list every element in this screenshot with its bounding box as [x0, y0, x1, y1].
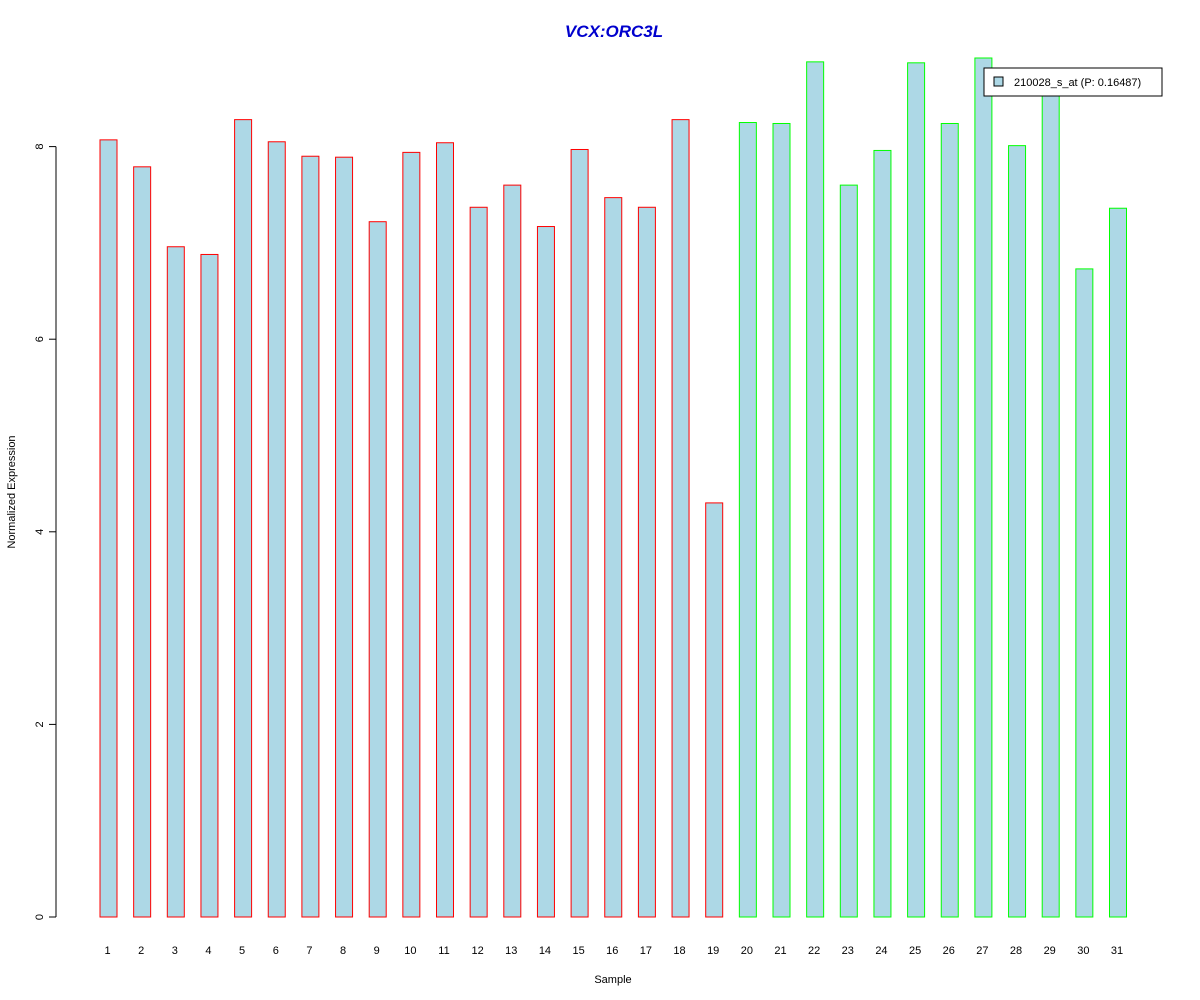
bar-30	[1075, 268, 1094, 918]
x-axis-tick-label: 22	[808, 945, 820, 957]
x-axis-tick-label: 21	[774, 945, 786, 957]
x-axis-tick-label: 13	[505, 945, 517, 957]
x-axis-tick-label: 2	[138, 945, 144, 957]
bar-4	[200, 253, 219, 918]
bar-10	[402, 151, 421, 918]
x-axis-tick-label: 12	[472, 945, 484, 957]
y-axis-tick-label: 4	[34, 529, 46, 535]
x-axis-tick-label: 27	[976, 945, 988, 957]
bar-24	[873, 149, 892, 918]
bar-17	[637, 206, 656, 918]
bar-21	[772, 122, 791, 918]
x-axis-tick-label: 5	[239, 945, 245, 957]
x-axis-tick-label: 30	[1077, 945, 1089, 957]
x-axis-tick-label: 4	[205, 945, 211, 957]
y-axis-tick-label: 2	[34, 721, 46, 727]
bar-11	[436, 142, 454, 918]
legend-label: 210028_s_at (P: 0.16487)	[1014, 77, 1141, 89]
x-axis-tick-label: 3	[172, 945, 178, 957]
x-axis-tick-label: 11	[438, 945, 449, 957]
bar-14	[536, 226, 555, 918]
bar-31	[1109, 207, 1127, 918]
bar-7	[301, 155, 320, 918]
bar-2	[133, 166, 152, 918]
bar-5	[234, 119, 253, 918]
bar-8	[335, 156, 354, 918]
bar-1	[99, 139, 118, 918]
bar-29	[1041, 95, 1060, 918]
bar-6	[267, 141, 286, 918]
x-axis-tick-label: 31	[1111, 945, 1123, 957]
x-axis-tick-label: 14	[539, 945, 551, 957]
bar-15	[570, 148, 589, 918]
bar-20	[738, 122, 757, 918]
y-axis-label: Normalized Expression	[6, 435, 18, 548]
x-axis-tick-label: 7	[306, 945, 312, 957]
x-axis-tick-label: 24	[875, 945, 887, 957]
x-axis-tick-label: 16	[606, 945, 618, 957]
bars-group	[99, 57, 1127, 918]
chart-title: VCX:ORC3L	[565, 22, 663, 41]
x-axis-tick-label: 18	[673, 945, 685, 957]
x-axis-tick-label: 10	[404, 945, 416, 957]
bar-28	[1008, 145, 1027, 918]
x-axis-tick-label: 20	[741, 945, 753, 957]
x-axis-tick-label: 8	[340, 945, 346, 957]
y-axis: 0 2 4 6 8	[34, 144, 57, 920]
bar-12	[469, 206, 488, 918]
legend: 210028_s_at (P: 0.16487)	[983, 67, 1163, 97]
bar-23	[839, 184, 858, 918]
bar-13	[503, 184, 522, 918]
bar-9	[368, 221, 387, 918]
x-axis-tick-label: 17	[640, 945, 652, 957]
x-axis-tick-label: 15	[572, 945, 584, 957]
bar-25	[907, 62, 926, 918]
bar-16	[604, 197, 623, 918]
legend-swatch	[993, 76, 1004, 87]
bar-27	[974, 57, 993, 918]
y-axis-tick-label: 8	[34, 144, 46, 150]
y-axis-tick-label: 0	[34, 914, 46, 920]
x-axis-label: Sample	[594, 974, 631, 986]
legend-box	[983, 67, 1163, 97]
x-axis-tick-label: 1	[104, 945, 110, 957]
x-axis-tick-label: 28	[1010, 945, 1022, 957]
x-axis-tick-label: 25	[909, 945, 921, 957]
bar-19	[705, 502, 724, 918]
bar-18	[671, 119, 690, 918]
bar-22	[806, 61, 825, 918]
x-axis-tick-labels: 1 2 3 4 5 6 7 8 9 10 11 12 13 14 15 16 17 18 19 20 21 22 23 24 2…	[104, 945, 1123, 957]
bar-26	[940, 122, 959, 918]
x-axis-tick-label: 19	[707, 945, 719, 957]
bar-3	[166, 246, 185, 918]
x-axis-tick-label: 23	[842, 945, 854, 957]
x-axis-tick-label: 9	[374, 945, 380, 957]
x-axis-tick-label: 29	[1044, 945, 1056, 957]
x-axis-tick-label: 26	[943, 945, 955, 957]
x-axis-tick-label: 6	[273, 945, 279, 957]
y-axis-tick-label: 6	[34, 336, 46, 342]
